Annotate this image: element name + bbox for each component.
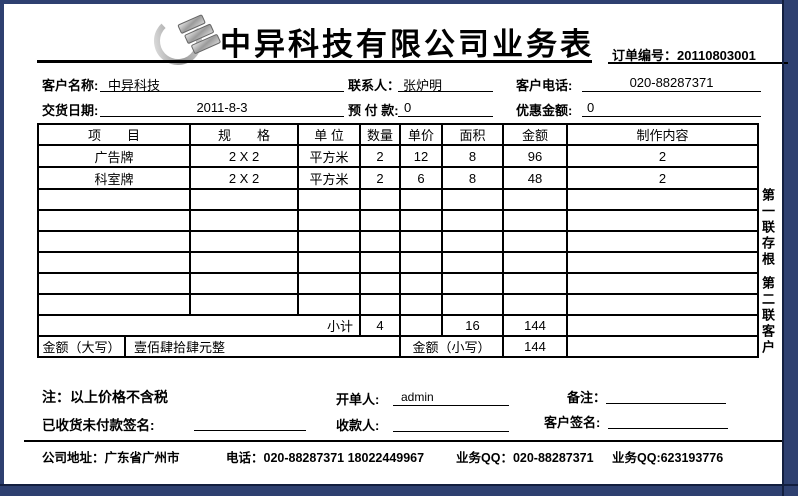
col-header-price: 单价: [399, 123, 444, 146]
subtotal-price: [399, 314, 444, 337]
issuer-underline: [393, 405, 509, 406]
remark-underline: [606, 403, 726, 404]
contact-label: 联系人：: [348, 78, 401, 93]
col-header-amount: 金额: [502, 123, 569, 146]
form-title: 中异科技有限公司业务表: [220, 27, 594, 62]
discount-value: 0: [587, 100, 595, 115]
footer-divider: [24, 440, 784, 442]
issuer-label: 开单人:: [336, 392, 380, 407]
customer-phone-underline: [582, 91, 761, 92]
cell-item: 广告牌: [36, 144, 192, 168]
amount-in-words-label: 金额（大写）: [37, 335, 126, 358]
company-logo-icon: [154, 14, 221, 65]
item-row: 科室牌 2 X 2 平方米 2 6 8 48 2: [36, 166, 760, 190]
copy-label-stub: 第一联存根: [760, 188, 775, 268]
item-row: 广告牌 2 X 2 平方米 2 12 8 96 2: [36, 144, 760, 168]
prepaid-value: 0: [404, 100, 412, 115]
customer-name-label: 客户名称:: [42, 78, 99, 93]
col-header-spec: 规 格: [189, 123, 300, 146]
empty-row: [36, 251, 760, 274]
discount-underline: [582, 116, 761, 117]
subtotal-row: 小计 4 16 144: [36, 314, 760, 337]
cell-item: 科室牌: [36, 166, 192, 190]
empty-row: [36, 209, 760, 232]
delivery-date-value: 2011-8-3: [196, 100, 248, 115]
received-unpaid-label: 已收货未付款签名:: [42, 418, 155, 433]
cell-price: 6: [399, 166, 444, 190]
amount-in-figures-value: 144: [502, 335, 569, 358]
cell-spec: 2 X 2: [189, 144, 300, 168]
subtotal-label: 小计: [36, 314, 362, 337]
company-address: 公司地址：广东省广州市: [42, 451, 180, 465]
prepaid-underline: [398, 116, 493, 117]
cell-area: 8: [441, 144, 505, 168]
payee-label: 收款人:: [336, 418, 380, 433]
company-phone: 电话：020-88287371 18022449967: [226, 451, 425, 465]
business-qq-2: 业务QQ:623193776: [612, 451, 724, 465]
received-unpaid-underline: [194, 430, 306, 431]
customer-phone-value: 020-88287371: [629, 75, 714, 90]
subtotal-qty: 4: [359, 314, 402, 337]
cell-unit: 平方米: [297, 144, 362, 168]
window-border-right: [782, 0, 784, 496]
form-paper: 中异科技有限公司业务表 订单编号：20110803001 客户名称: 中异科技 …: [4, 4, 788, 486]
empty-row: [36, 230, 760, 253]
cell-price: 12: [399, 144, 444, 168]
cell-area: 8: [441, 166, 505, 190]
order-number-label: 订单编号：: [612, 48, 678, 63]
tax-note: 注：以上价格不含税: [42, 389, 168, 405]
table-header-row: 项 目 规 格 单 位 数量 单价 面积 金额 制作内容: [36, 123, 760, 146]
col-header-area: 面积: [441, 123, 505, 146]
order-number-underline: [608, 62, 788, 64]
business-qq-1: 业务QQ：020-88287371: [456, 451, 594, 465]
window-border-bottom: [0, 484, 798, 486]
delivery-date-label: 交货日期:: [42, 103, 99, 118]
cell-spec: 2 X 2: [189, 166, 300, 190]
amount-in-figures-label: 金额（小写）: [399, 335, 505, 358]
remark-label: 备注：: [567, 390, 607, 405]
cell-qty: 2: [359, 144, 402, 168]
discount-label: 优惠金额:: [516, 103, 573, 118]
title-underline: [37, 60, 592, 63]
cell-amount: 96: [502, 144, 569, 168]
customer-name-underline: [100, 91, 344, 92]
cell-amount: 48: [502, 166, 569, 190]
empty-row: [36, 293, 760, 316]
cell-qty: 2: [359, 166, 402, 190]
issuer-value: admin: [401, 390, 434, 404]
col-header-item: 项 目: [36, 123, 192, 146]
subtotal-content: [566, 314, 760, 337]
subtotal-area: 16: [441, 314, 505, 337]
customer-name-value: 中异科技: [108, 78, 161, 93]
items-table: 项 目 规 格 单 位 数量 单价 面积 金额 制作内容 广告牌 2 X 2 平…: [36, 123, 760, 358]
cell-content: 2: [566, 144, 760, 168]
cell-unit: 平方米: [297, 166, 362, 190]
cell-content: 2: [566, 166, 760, 190]
order-number-value: 20110803001: [677, 48, 756, 63]
col-header-qty: 数量: [359, 123, 402, 146]
col-header-unit: 单 位: [297, 123, 362, 146]
col-header-content: 制作内容: [566, 123, 760, 146]
contact-value: 张炉明: [403, 78, 443, 93]
copy-label-customer: 第二联客户: [760, 276, 775, 356]
prepaid-label: 预 付 款:: [348, 103, 399, 118]
payee-underline: [393, 431, 509, 432]
delivery-date-underline: [100, 116, 344, 117]
customer-phone-label: 客户电话:: [516, 78, 573, 93]
contact-underline: [398, 91, 493, 92]
subtotal-amount: 144: [502, 314, 569, 337]
empty-row: [36, 272, 760, 295]
amount-in-words-value: 壹佰肆拾肆元整: [123, 335, 402, 358]
amount-words-row: 金额（大写） 壹佰肆拾肆元整 金额（小写） 144: [37, 335, 760, 358]
customer-sign-underline: [608, 428, 728, 429]
empty-row: [36, 188, 760, 211]
customer-sign-label: 客户签名:: [544, 415, 601, 430]
